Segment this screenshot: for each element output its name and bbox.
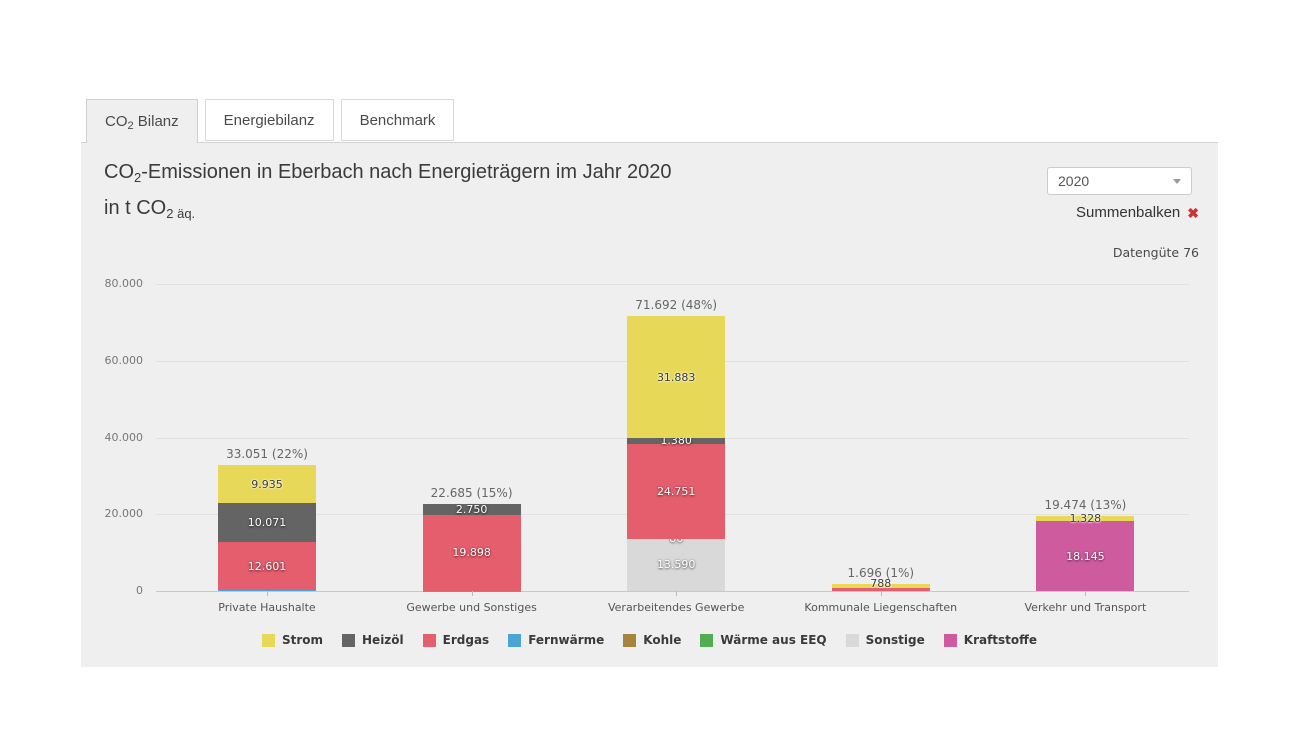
tab-benchmark[interactable]: Benchmark: [340, 99, 455, 141]
bar-segment-label: 13.590: [656, 558, 696, 572]
legend-swatch-icon: [623, 633, 637, 647]
data-quality-note: Datengüte 76: [1112, 245, 1199, 260]
bar-segment: [1036, 516, 1135, 522]
x-axis-tick: [267, 591, 268, 596]
x-category-label: Verarbeitendes Gewerbe: [607, 601, 745, 614]
bar-segment-label: 24.751: [656, 484, 696, 498]
bar-segment-label: 31.883: [656, 370, 696, 384]
chevron-down-icon: [1173, 178, 1181, 184]
bar-segment: [831, 587, 930, 591]
legend-label: Kohle: [643, 633, 682, 647]
bar-segment-label: 788: [870, 577, 892, 590]
y-axis-tick-label: 0: [136, 584, 143, 597]
co2-bilanz-panel: CO2-Emissionen in Eberbach nach Energiet…: [81, 142, 1218, 667]
legend-label: Sonstige: [865, 633, 925, 647]
legend-swatch-icon: [261, 633, 275, 647]
y-axis-tick-label: 40.000: [104, 430, 144, 444]
legend-swatch-icon: [700, 633, 714, 647]
year-dropdown[interactable]: 2020: [1047, 167, 1192, 195]
bar-segment-label: 18.145: [1066, 549, 1105, 563]
legend-item[interactable]: Strom: [261, 633, 324, 647]
x-category-label: Kommunale Liegenschaften: [804, 601, 958, 614]
legend-item[interactable]: Wärme aus EEQ: [700, 633, 827, 647]
x-axis-tick: [1085, 591, 1087, 596]
legend-swatch-icon: [508, 633, 522, 647]
chart-title-line2: in t CO2 äq.: [104, 197, 196, 221]
tab-energiebilanz-label: Energiebilanz: [223, 111, 315, 129]
bar-segment: [218, 503, 316, 542]
legend-item[interactable]: Fernwärme: [508, 633, 604, 647]
legend-item[interactable]: Sonstige: [845, 633, 925, 647]
bar-segment: [831, 584, 930, 588]
gridline: [156, 284, 1189, 285]
legend-swatch-icon: [422, 633, 436, 647]
x-category-label: Gewerbe und Sonstiges: [406, 601, 537, 614]
summenbalken-toggle: Summenbalken ✖: [1076, 204, 1199, 221]
legend-swatch-icon: [845, 633, 859, 647]
year-dropdown-value: 2020: [1058, 173, 1090, 189]
legend-label: Kraftstoffe: [963, 633, 1038, 647]
chart-legend: Strom Heizöl Erdgas Fernwärme Kohle Wärme aus…: [81, 633, 1218, 647]
bar-total-label: 22.685 (15%): [430, 486, 513, 501]
bar-segment: [422, 514, 521, 591]
y-axis-tick-label: 60.000: [104, 353, 144, 367]
chart-title-line1: CO2-Emissionen in Eberbach nach Energiet…: [104, 161, 672, 185]
bar-total-label: 33.051 (22%): [226, 447, 308, 462]
legend-item[interactable]: Kraftstoffe: [943, 633, 1038, 647]
bar-segment: [627, 438, 726, 444]
y-axis-tick-label: 20.000: [104, 507, 144, 521]
bar-segment-label: 12.601: [247, 559, 287, 573]
legend-label: Wärme aus EEQ: [720, 633, 827, 647]
legend-item[interactable]: Kohle: [623, 633, 681, 647]
tab-co2-bilanz[interactable]: CO2 Bilanz: [86, 99, 198, 143]
bar-segment-label: 9.935: [251, 477, 283, 491]
legend-swatch-icon: [943, 633, 957, 647]
legend-item[interactable]: Erdgas: [422, 633, 490, 647]
tab-benchmark-label: Benchmark: [359, 111, 436, 129]
bar-segment: [627, 538, 726, 539]
tab-bar: CO2 Bilanz Energiebilanz Benchmark: [86, 99, 455, 143]
legend-swatch-icon: [342, 633, 356, 647]
bar-segment: [218, 590, 316, 591]
chart-plot-area: 020.00040.00060.00080.00018612.60110.071…: [81, 143, 1218, 614]
legend-item[interactable]: Heizöl: [342, 633, 404, 647]
x-category-label: Verkehr und Transport: [1024, 601, 1147, 614]
bar-total-label: 71.692 (48%): [635, 297, 718, 312]
x-axis-tick: [880, 591, 882, 596]
bar-segment-label: 19.898: [452, 546, 491, 560]
legend-label: Strom: [281, 633, 324, 647]
gridline: [156, 591, 1189, 592]
legend-label: Fernwärme: [528, 633, 605, 647]
bar-segment: [627, 315, 726, 439]
tab-co2-bilanz-label: CO2 Bilanz: [105, 113, 179, 132]
tab-energiebilanz[interactable]: Energiebilanz: [204, 99, 334, 141]
bar-segment: [218, 541, 316, 591]
x-axis-tick: [676, 591, 678, 596]
bar-segment-label: 1.328: [1069, 512, 1102, 526]
bar-segment: [1036, 521, 1135, 591]
x-category-label: Private Haushalte: [218, 601, 316, 614]
bar-segment: [627, 538, 726, 591]
bar-segment-label: 2.750: [455, 502, 488, 516]
bar-total-label: 19.474 (13%): [1044, 498, 1127, 513]
legend-label: Erdgas: [442, 633, 490, 647]
legend-label: Heizöl: [362, 633, 404, 647]
bar-segment: [218, 465, 316, 504]
bar-total-label: 1.696 (1%): [847, 566, 915, 581]
summenbalken-label: Summenbalken: [1076, 204, 1181, 221]
remove-icon[interactable]: ✖: [1187, 204, 1199, 221]
bar-segment-label: 10.071: [247, 516, 287, 530]
x-axis-tick: [471, 591, 473, 596]
bar-segment: [422, 504, 521, 515]
bar-segment: [627, 443, 726, 539]
y-axis-tick-label: 80.000: [104, 277, 144, 290]
chart-title: CO2-Emissionen in Eberbach nach Energiet…: [104, 157, 672, 229]
